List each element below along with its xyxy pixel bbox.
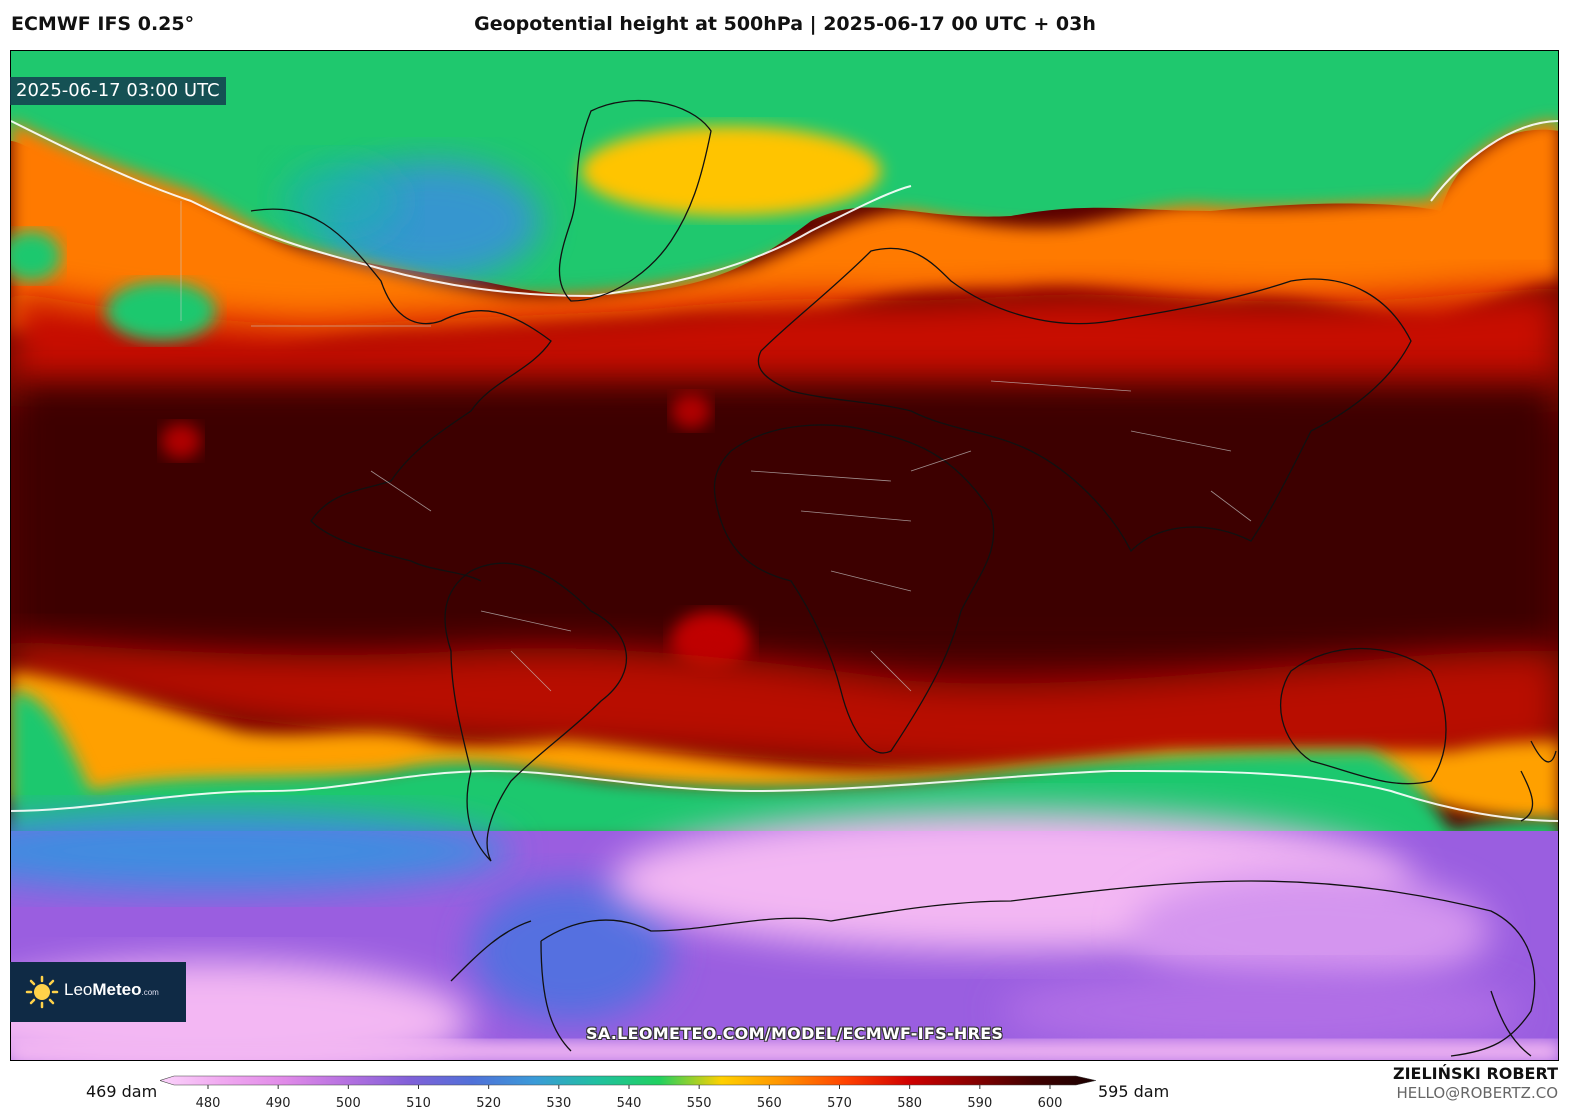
- geopotential-field: [11, 51, 1558, 1060]
- colorbar-tick-label: 590: [967, 1096, 992, 1111]
- colorbar-tick-label: 510: [406, 1096, 431, 1111]
- colorbar-tick-label: 600: [1038, 1096, 1063, 1111]
- map-panel[interactable]: [10, 50, 1559, 1061]
- colorbar-tick-label: 500: [336, 1096, 361, 1111]
- colorbar-tick-label: 490: [266, 1096, 291, 1111]
- author-name: ZIELIŃSKI ROBERT: [1392, 1064, 1558, 1083]
- colorbar-tick-label: 550: [687, 1096, 712, 1111]
- country-borders: [180, 201, 1252, 692]
- leometeo-logo[interactable]: LeoMeteo.com: [10, 962, 186, 1022]
- colorbar-tick-label: 520: [476, 1096, 501, 1111]
- valid-time-badge: 2025-06-17 03:00 UTC: [10, 77, 226, 105]
- colorbar-tick-label: 580: [897, 1096, 922, 1111]
- colorbar-min-label: 469 dam: [86, 1082, 158, 1101]
- logo-text: LeoMeteo.com: [64, 980, 159, 999]
- sun-icon: [25, 975, 59, 1009]
- colorbar-tick-label: 570: [827, 1096, 852, 1111]
- chart-title: Geopotential height at 500hPa | 2025-06-…: [474, 13, 1096, 35]
- colorbar-gradient: [160, 1075, 1096, 1086]
- colorbar-tick-label: 480: [196, 1096, 221, 1111]
- colorbar-tick-label: 560: [757, 1096, 782, 1111]
- coastlines: [250, 99, 1557, 1057]
- model-name: ECMWF IFS 0.25°: [11, 13, 195, 35]
- colorbar-tick-label: 530: [546, 1096, 571, 1111]
- colorbar: 480 490 500 510 520 530 540 550 560 570 580 590 600: [160, 1075, 1096, 1111]
- source-url: SA.LEOMETEO.COM/MODEL/ECMWF-IFS-HRES: [586, 1024, 1004, 1043]
- colorbar-tick-label: 540: [617, 1096, 642, 1111]
- colorbar-max-label: 595 dam: [1098, 1082, 1170, 1101]
- author-email: HELLO@ROBERTZ.CO: [1396, 1084, 1558, 1102]
